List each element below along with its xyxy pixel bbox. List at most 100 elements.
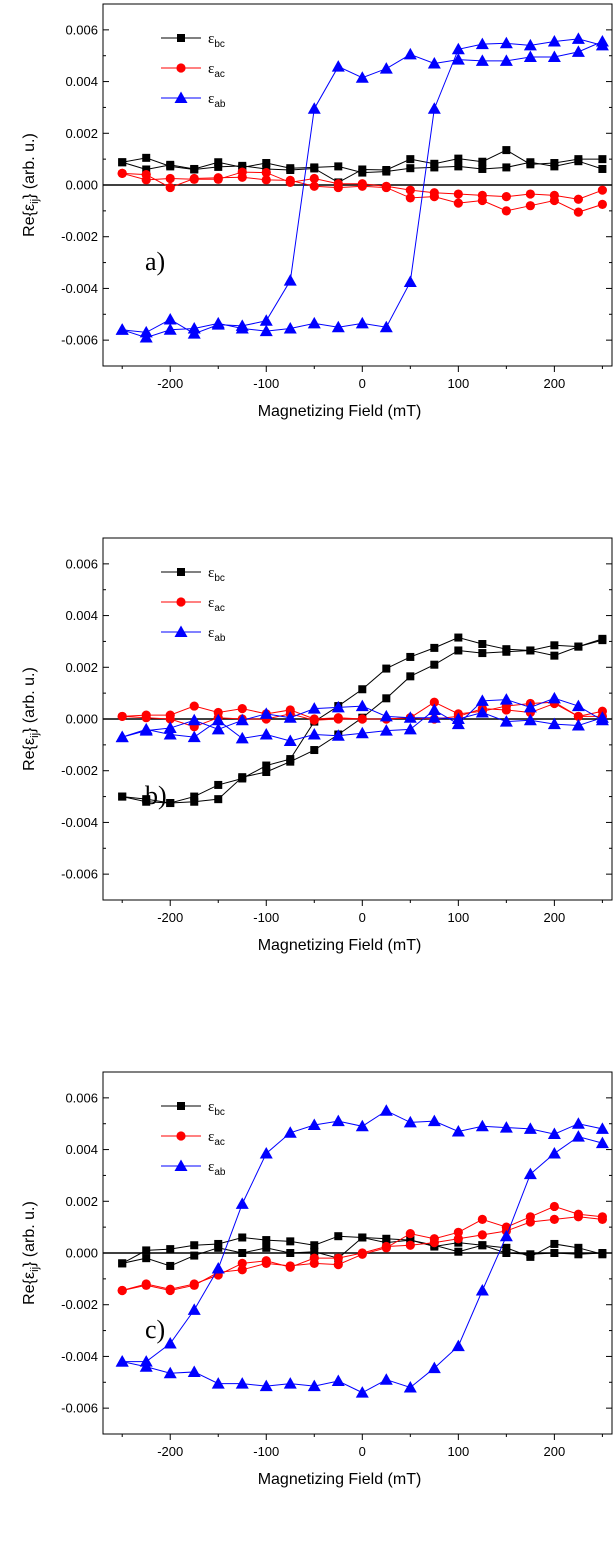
legend-label-ac: εac <box>208 61 225 80</box>
legend-marker <box>174 1159 188 1171</box>
data-point-ac <box>261 175 271 185</box>
data-point-ab <box>259 324 273 337</box>
data-point-bc <box>190 1241 199 1250</box>
data-point-ab <box>427 1114 441 1127</box>
data-point-ac <box>237 1265 247 1275</box>
data-point-bc <box>478 1241 487 1250</box>
data-point-ab <box>475 1283 489 1296</box>
y-tick-label: 0.000 <box>65 1246 98 1261</box>
data-point-ac <box>213 173 223 183</box>
data-point-ac <box>237 172 247 182</box>
data-point-ac <box>261 1256 271 1266</box>
data-point-bc <box>454 162 463 171</box>
data-point-ab <box>403 1115 417 1128</box>
data-point-ab <box>163 721 177 734</box>
data-point-ab <box>547 717 561 730</box>
data-point-bc <box>118 792 127 801</box>
y-tick-label: 0.004 <box>65 74 98 89</box>
data-point-ab <box>211 722 225 735</box>
data-point-ab <box>571 699 585 712</box>
data-point-ac <box>165 1284 175 1294</box>
data-point-ab <box>355 316 369 329</box>
data-point-bc <box>598 164 607 173</box>
data-point-ab <box>259 314 273 326</box>
data-point-bc <box>454 154 463 163</box>
data-point-ac <box>309 173 319 184</box>
data-point-ab <box>235 322 249 334</box>
data-point-bc <box>526 160 535 169</box>
x-axis-label: Magnetizing Field (mT) <box>258 403 422 420</box>
y-axis-label: Re{εij} (arb. u.) <box>21 1201 41 1305</box>
legend-label-ab: εab <box>208 1159 226 1178</box>
data-point-bc <box>262 1243 271 1252</box>
data-point-ac <box>573 194 583 204</box>
data-point-bc <box>454 633 463 642</box>
data-point-ac <box>333 1260 343 1270</box>
data-point-ab <box>499 1229 513 1242</box>
data-point-ab <box>283 1126 297 1138</box>
data-point-ab <box>427 703 441 715</box>
data-point-bc <box>382 166 391 175</box>
y-tick-label: -0.006 <box>61 333 98 348</box>
data-point-bc <box>262 768 271 777</box>
data-point-ac <box>189 1279 199 1289</box>
data-point-ab <box>139 331 153 343</box>
data-point-ab <box>283 274 297 286</box>
series-ab: εab <box>115 1104 609 1398</box>
data-point-ab <box>355 71 369 83</box>
data-point-ab <box>451 42 465 55</box>
data-point-ac <box>117 1285 127 1296</box>
data-point-ab <box>283 322 297 334</box>
data-point-bc <box>286 166 295 175</box>
data-point-ab <box>211 713 225 726</box>
y-tick-label: 0.004 <box>65 1142 98 1157</box>
data-point-ab <box>475 37 489 50</box>
x-tick-label: -100 <box>253 376 279 391</box>
legend-marker <box>176 63 186 73</box>
data-point-bc <box>334 1232 343 1241</box>
data-point-bc <box>214 162 223 171</box>
data-point-ab <box>499 715 513 727</box>
data-point-bc <box>166 1261 175 1270</box>
data-point-bc <box>142 165 151 174</box>
data-point-ab <box>427 102 441 114</box>
data-point-bc <box>406 652 415 661</box>
data-point-ac <box>165 182 175 193</box>
data-point-ab <box>523 713 537 726</box>
data-point-bc <box>142 795 151 804</box>
legend-label-bc: εbc <box>208 31 225 50</box>
data-point-ac <box>429 192 439 202</box>
data-point-ac <box>405 185 415 195</box>
data-point-bc <box>502 1249 511 1257</box>
data-point-bc <box>214 780 223 789</box>
data-point-bc <box>550 651 559 660</box>
x-tick-label: 200 <box>544 376 566 391</box>
data-point-bc <box>166 162 175 171</box>
data-point-ab <box>523 1122 537 1134</box>
data-point-bc <box>406 164 415 173</box>
data-point-ab <box>259 1146 273 1159</box>
data-point-bc <box>502 1243 511 1252</box>
data-point-bc <box>502 645 511 654</box>
data-point-ac <box>501 206 511 216</box>
data-point-ab <box>595 1136 609 1149</box>
data-point-bc <box>358 685 367 694</box>
x-tick-label: 200 <box>544 910 566 925</box>
data-point-ab <box>187 322 201 334</box>
data-point-ab <box>331 60 345 72</box>
data-point-ac <box>597 1214 607 1224</box>
data-point-ab <box>115 730 129 743</box>
data-point-ab <box>379 62 393 74</box>
data-point-ab <box>115 1355 129 1367</box>
data-point-ab <box>499 54 513 66</box>
data-point-ac <box>285 705 295 715</box>
data-point-ac <box>477 1214 487 1224</box>
panel-1: -0.006 -0.004 -0.002 0.000 0.002 0.004 0.006 -2… <box>21 3 613 420</box>
y-tick-label: 0.000 <box>65 178 98 193</box>
data-point-ac <box>309 1253 319 1263</box>
data-point-ac <box>429 1238 439 1248</box>
y-tick-label: 0.006 <box>65 556 98 571</box>
data-point-ab <box>475 706 489 718</box>
data-point-bc <box>430 643 439 652</box>
data-point-ac <box>453 1234 463 1244</box>
